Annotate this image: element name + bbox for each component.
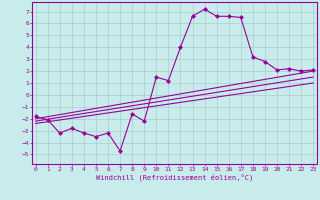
X-axis label: Windchill (Refroidissement éolien,°C): Windchill (Refroidissement éolien,°C) (96, 173, 253, 181)
